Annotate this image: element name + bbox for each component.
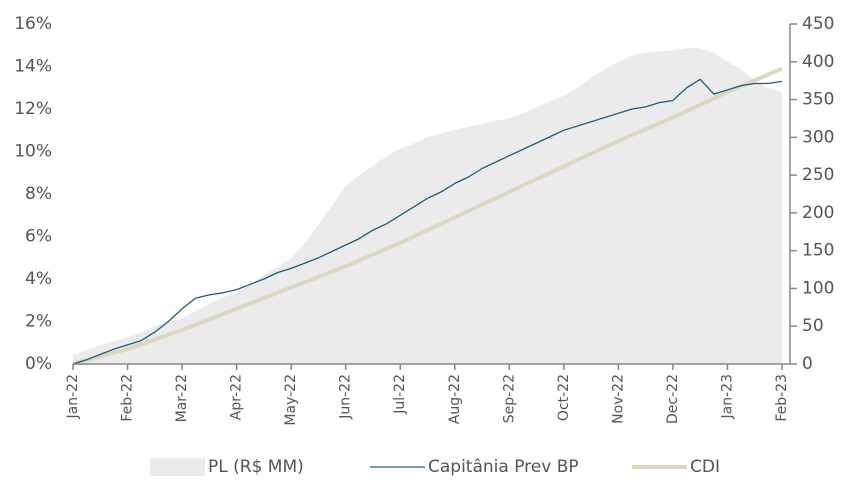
legend-label: PL (R$ MM) — [208, 457, 304, 477]
line — [72, 66, 783, 366]
x-tick-label: Feb-23 — [774, 374, 790, 422]
y2-tick-label: 400 — [802, 52, 834, 72]
y2-tick-label: 200 — [802, 203, 834, 223]
x-tick-label: Feb-22 — [120, 374, 136, 422]
x-tick-label: Jun-22 — [338, 374, 354, 420]
y2-tick-label: 450 — [802, 14, 834, 34]
x-tick-label: Mar-22 — [174, 374, 190, 422]
line — [72, 78, 783, 365]
y-tick-label: 12% — [14, 99, 52, 119]
y2-tick-label: 150 — [802, 241, 834, 261]
y-tick-label: 16% — [14, 14, 52, 34]
y-tick-label: 4% — [25, 269, 52, 289]
x-tick-label: Nov-22 — [610, 374, 626, 424]
x-tick-label: Aug-22 — [447, 374, 463, 424]
y-tick-label: 10% — [14, 142, 52, 162]
legend-label: Capitânia Prev BP — [428, 457, 579, 477]
y2-tick-label: 50 — [802, 316, 824, 336]
y-tick-label: 6% — [25, 227, 52, 247]
x-tick-label: Oct-22 — [556, 374, 572, 421]
x-tick-label: Jul-22 — [392, 374, 408, 415]
legend-swatch — [150, 458, 205, 476]
y2-tick-label: 350 — [802, 90, 834, 110]
y-tick-label: 14% — [14, 57, 52, 77]
y2-tick-label: 100 — [802, 278, 834, 298]
y2-tick-label: 250 — [802, 165, 834, 185]
y2-tick-label: 0 — [802, 354, 813, 374]
legend-label: CDI — [690, 457, 720, 477]
y-tick-label: 2% — [25, 312, 52, 332]
x-tick-label: Sep-22 — [501, 374, 517, 423]
x-tick-label: May-22 — [283, 374, 299, 426]
area — [73, 48, 782, 364]
y-tick-label: 0% — [25, 354, 52, 374]
y2-tick-label: 300 — [802, 127, 834, 147]
x-tick-label: Jan-23 — [719, 374, 735, 419]
x-tick-label: Jan-22 — [65, 374, 81, 419]
y-tick-label: 8% — [25, 184, 52, 204]
x-tick-label: Apr-22 — [229, 374, 245, 420]
x-tick-label: Dec-22 — [665, 374, 681, 424]
